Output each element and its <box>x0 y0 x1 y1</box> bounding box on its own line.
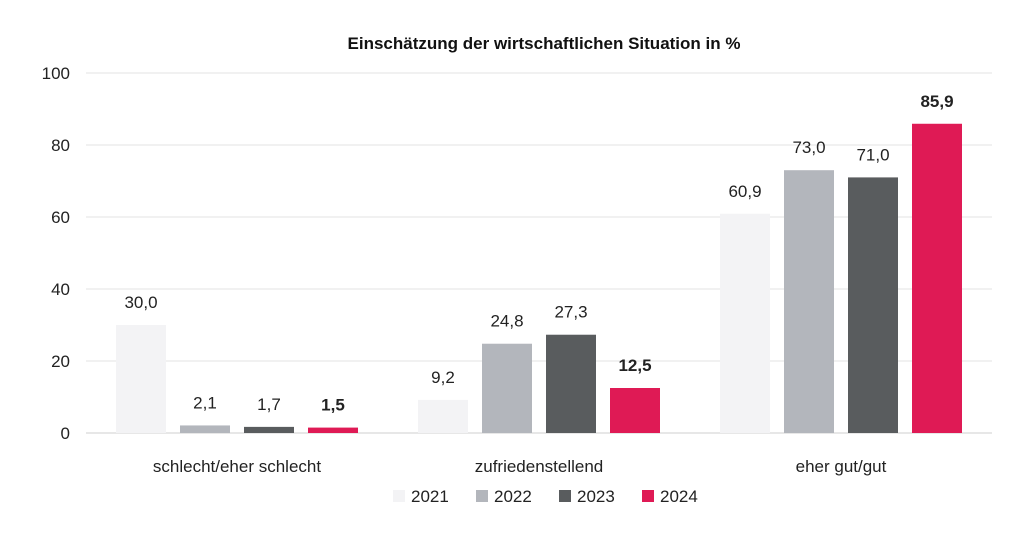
data-label: 30,0 <box>124 293 157 312</box>
category-label: schlecht/eher schlecht <box>153 457 321 476</box>
data-label: 1,5 <box>321 396 345 415</box>
bar-2021-3 <box>720 213 770 433</box>
y-tick-label: 0 <box>61 424 70 443</box>
legend-swatch-2023 <box>559 490 571 502</box>
bar-2022-2 <box>482 343 532 433</box>
bar-2024-3 <box>912 123 962 433</box>
data-label: 9,2 <box>431 368 455 387</box>
data-labels: 30,0 2,1 1,7 1,5 9,2 24,8 27,3 12,5 60,9 73,0 71,0… <box>124 92 953 415</box>
data-label: 2,1 <box>193 393 217 412</box>
data-label: 71,0 <box>856 145 889 164</box>
bar-2024-1 <box>308 427 358 433</box>
bar-2022-3 <box>784 170 834 433</box>
grid-lines <box>86 72 992 434</box>
chart-title: Einschätzung der wirtschaftlichen Situat… <box>348 34 741 53</box>
category-labels: schlecht/eher schlecht zufriedenstellend e… <box>153 457 887 476</box>
bar-2021-2 <box>418 399 468 433</box>
legend-label: 2024 <box>660 487 698 506</box>
bar-2023-1 <box>244 426 294 433</box>
legend-label: 2022 <box>494 487 532 506</box>
bar-2022-1 <box>180 425 230 433</box>
y-tick-label: 80 <box>51 136 70 155</box>
data-label: 24,8 <box>490 312 523 331</box>
legend-swatch-2021 <box>393 490 405 502</box>
bar-2023-2 <box>546 334 596 433</box>
bars <box>116 123 962 433</box>
data-label: 12,5 <box>618 356 651 375</box>
y-tick-label: 100 <box>42 64 70 83</box>
y-axis-ticks: 0 20 40 60 80 100 <box>42 64 70 443</box>
legend-swatch-2024 <box>642 490 654 502</box>
category-label: zufriedenstellend <box>475 457 604 476</box>
data-label: 73,0 <box>792 138 825 157</box>
y-tick-label: 20 <box>51 352 70 371</box>
legend-label: 2021 <box>411 487 449 506</box>
legend-label: 2023 <box>577 487 615 506</box>
data-label: 85,9 <box>920 92 953 111</box>
legend-swatch-2022 <box>476 490 488 502</box>
category-label: eher gut/gut <box>796 457 887 476</box>
y-tick-label: 40 <box>51 280 70 299</box>
legend: 2021 2022 2023 2024 <box>393 487 698 506</box>
data-label: 27,3 <box>554 303 587 322</box>
bar-2021-1 <box>116 325 166 433</box>
bar-2024-2 <box>610 388 660 433</box>
bar-2023-3 <box>848 177 898 433</box>
data-label: 1,7 <box>257 395 281 414</box>
y-tick-label: 60 <box>51 208 70 227</box>
data-label: 60,9 <box>728 182 761 201</box>
